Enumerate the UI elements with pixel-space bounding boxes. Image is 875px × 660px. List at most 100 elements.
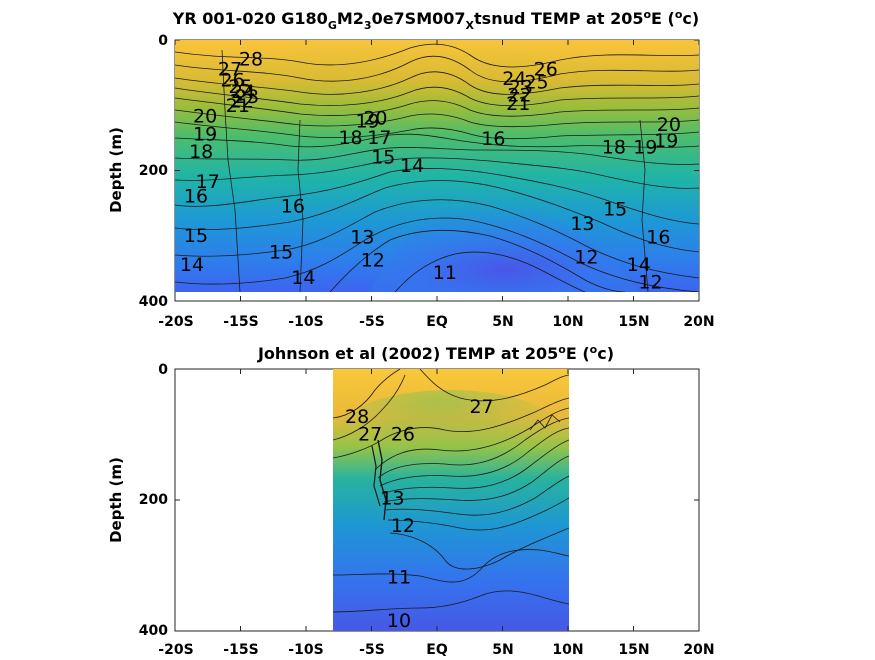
contour-label: 13 bbox=[350, 227, 374, 249]
contour-label: 27 bbox=[469, 396, 493, 418]
contour-top-wiggle-3 bbox=[639, 119, 649, 292]
contour-label: 27 bbox=[358, 424, 382, 446]
contour-label: 16 bbox=[281, 195, 305, 217]
contour-label: 21 bbox=[226, 95, 250, 117]
heatmap-top-warm-left bbox=[175, 40, 310, 76]
contour-top-27 bbox=[175, 55, 699, 83]
contour-label: 26 bbox=[534, 58, 558, 80]
x-tick-label: 5N bbox=[492, 642, 513, 656]
contour-label: 10 bbox=[387, 610, 411, 632]
contour-labels-top: 2827262524232221201918171615141615142019… bbox=[180, 49, 681, 294]
x-tick-label: 10N bbox=[552, 314, 583, 330]
x-tick-label: -15S bbox=[223, 642, 258, 656]
contour-label: 20 bbox=[193, 105, 217, 127]
x-tick-label: 15N bbox=[618, 314, 649, 330]
contour-bottom-15 bbox=[385, 475, 569, 516]
contour-top-21 bbox=[175, 109, 699, 128]
x-tick-label: EQ bbox=[426, 314, 448, 330]
heatmap-top-warm-right bbox=[515, 40, 699, 78]
contour-label: 19 bbox=[654, 130, 678, 152]
contour-label: 26 bbox=[391, 424, 415, 446]
contour-label: 20 bbox=[363, 107, 387, 129]
x-tick-label: -5S bbox=[359, 314, 385, 330]
contour-label: 23 bbox=[235, 86, 259, 108]
contour-label: 18 bbox=[602, 137, 626, 159]
contour-top-16 bbox=[175, 168, 699, 225]
contour-top-wiggle-1 bbox=[221, 49, 241, 292]
contour-label: 14 bbox=[180, 254, 204, 276]
contour-label: 28 bbox=[345, 406, 369, 428]
contour-label: 12 bbox=[361, 250, 385, 272]
contour-top-14 bbox=[175, 199, 699, 279]
contour-label: 12 bbox=[391, 515, 415, 537]
contour-top-23 bbox=[175, 97, 699, 117]
contour-label: 24 bbox=[231, 81, 255, 103]
contour-label: 14 bbox=[400, 155, 424, 177]
contour-label: 13 bbox=[570, 213, 594, 235]
x-tick-label: -20S bbox=[158, 314, 193, 330]
contour-label: 23 bbox=[509, 77, 533, 99]
contour-label: 11 bbox=[387, 566, 411, 588]
contour-label: 17 bbox=[196, 171, 220, 193]
contour-top-12 bbox=[329, 230, 626, 292]
x-tick-label: 10N bbox=[552, 642, 583, 656]
x-tick-label: -10S bbox=[288, 314, 323, 330]
contour-label: 27 bbox=[218, 58, 242, 80]
contour-label: 25 bbox=[524, 71, 548, 93]
contour-label: 15 bbox=[371, 146, 395, 168]
contour-label: 11 bbox=[433, 262, 457, 284]
x-tick-label: 20N bbox=[683, 314, 714, 330]
contour-top-20 bbox=[175, 121, 699, 140]
x-tick-label: -15S bbox=[223, 314, 258, 330]
contour-bottom-20 bbox=[379, 427, 569, 487]
contour-bottom-27b bbox=[419, 369, 569, 402]
contour-label: 15 bbox=[269, 242, 293, 264]
contour-label: 17 bbox=[367, 127, 391, 149]
contour-bottom-16 bbox=[383, 455, 569, 503]
contour-label: 19 bbox=[633, 137, 657, 159]
contour-label: 19 bbox=[355, 111, 379, 133]
x-axis-bottom: -20S -15S -10S -5S EQ 5N 10N 15N 20N bbox=[158, 368, 715, 658]
contour-label: 21 bbox=[506, 93, 530, 115]
contour-label: 12 bbox=[638, 272, 662, 294]
contour-bottom-wiggle bbox=[529, 414, 561, 431]
contour-label: 26 bbox=[221, 69, 245, 91]
heatmap-top-cold-core bbox=[370, 203, 640, 292]
contour-bottom-10 bbox=[333, 590, 569, 613]
y-axis-bottom: 0 200 400 Depth (m) bbox=[107, 362, 168, 639]
contour-bottom-27 bbox=[333, 374, 406, 441]
x-tick-label: -20S bbox=[158, 642, 193, 656]
x-tick-label: -5S bbox=[359, 642, 385, 656]
contour-top-11 bbox=[394, 251, 586, 292]
contour-bottom-26 bbox=[333, 397, 569, 459]
contour-top-15 bbox=[175, 180, 699, 253]
x-tick-label: 20N bbox=[683, 642, 714, 656]
contour-label: 12 bbox=[574, 246, 598, 268]
contours-bottom bbox=[333, 369, 569, 613]
panel-bottom-title: Johnson et al (2002) TEMP at 205oE (oc) bbox=[257, 343, 614, 363]
x-axis-top: -20S -15S -10S -5S EQ 5N 10N 15N 20N bbox=[158, 39, 715, 330]
contour-top-19 bbox=[175, 133, 699, 148]
contour-top-26 bbox=[175, 71, 699, 95]
y-tick-label: 400 bbox=[139, 623, 168, 639]
panel-top: YR 001-020 G180GM230e7SM007Xtsnud TEMP a… bbox=[107, 8, 715, 330]
contour-top-18 bbox=[175, 147, 699, 165]
contour-label: 14 bbox=[627, 254, 651, 276]
panel-bottom: Johnson et al (2002) TEMP at 205oE (oc) bbox=[107, 343, 715, 658]
contour-label: 15 bbox=[184, 225, 208, 247]
contour-label: 16 bbox=[646, 227, 670, 249]
contour-label: 19 bbox=[193, 124, 217, 146]
contour-label: 24 bbox=[502, 68, 526, 90]
panel-top-title: YR 001-020 G180GM230e7SM007Xtsnud TEMP a… bbox=[172, 8, 699, 32]
title-bottom: Johnson et al (2002) TEMP at 205oE (oc) bbox=[257, 343, 614, 363]
contour-bottom-28 bbox=[333, 369, 401, 419]
contour-top-13 bbox=[175, 217, 699, 292]
contour-bottom-12 bbox=[389, 527, 569, 570]
contour-bottom-14 bbox=[387, 497, 569, 531]
x-tick-label: -10S bbox=[288, 642, 323, 656]
contour-label: 16 bbox=[481, 128, 505, 150]
heatmap-bottom bbox=[333, 369, 569, 631]
title-top: YR 001-020 G180GM230e7SM007Xtsnud TEMP a… bbox=[172, 8, 699, 32]
